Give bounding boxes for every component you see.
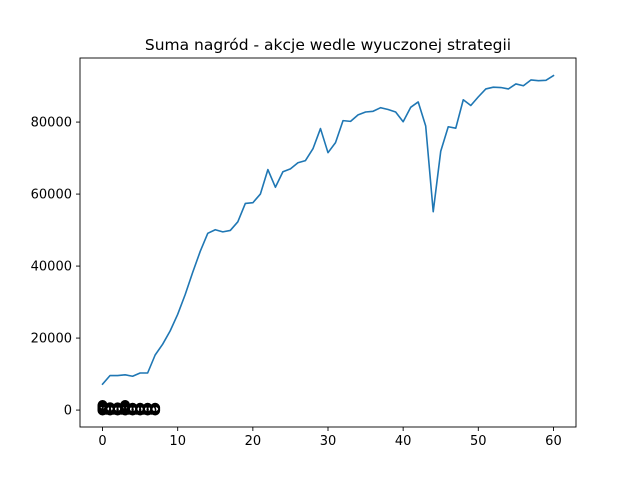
scatter-point [131,404,142,415]
y-tick-label: 60000 [31,188,72,203]
scatter-point [138,404,149,415]
scatter-point [146,404,157,415]
x-tick-label: 10 [169,434,186,449]
x-tick-label: 30 [320,434,337,449]
x-tick-label: 60 [545,434,562,449]
chart-title: Suma nagród - akcje wedle wyuczonej stra… [145,36,511,54]
y-tick-label: 20000 [31,332,72,347]
x-tick-label: 20 [245,434,262,449]
y-tick-label: 40000 [31,260,72,275]
scatter-point [101,404,112,415]
x-tick-label: 0 [98,434,106,449]
x-tick-label: 50 [470,434,487,449]
y-axis: 0 20000 40000 60000 80000 [31,116,80,419]
series-line [101,74,555,386]
scatter-point [116,404,127,415]
y-tick-label: 80000 [31,116,72,131]
scatter-point [108,404,119,415]
x-axis: 0 10 20 30 40 50 60 [98,427,562,449]
x-tick-label: 40 [395,434,412,449]
axes-frame [79,57,577,428]
y-tick-label: 0 [64,404,72,419]
plot-content [97,74,555,416]
scatter-markers [97,400,161,416]
scatter-point [123,404,134,415]
